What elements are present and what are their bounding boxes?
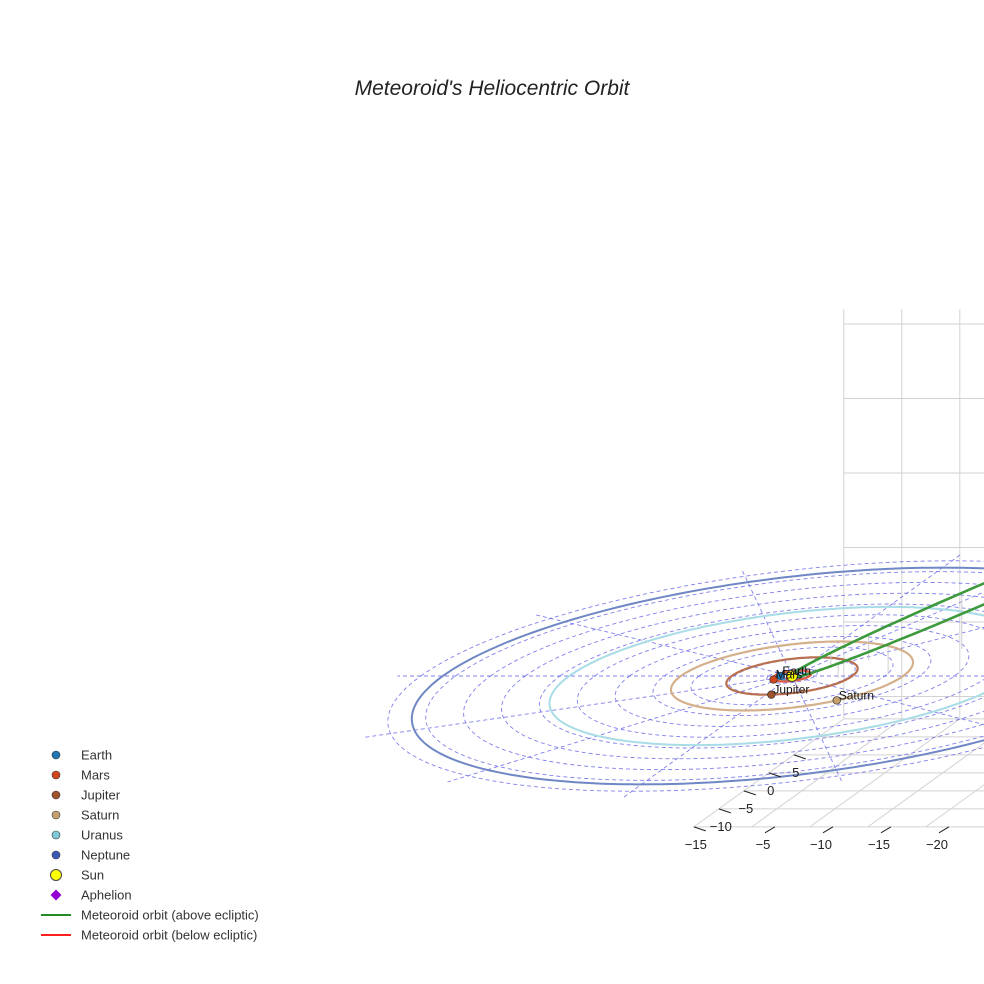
- y-tick-label: −10: [710, 819, 732, 834]
- y-tick-label: 0: [767, 783, 774, 798]
- x-tick-mark: [764, 826, 776, 834]
- y-tick-mark: [693, 826, 706, 832]
- y-tick-label: −15: [685, 837, 707, 852]
- legend-marker: [51, 810, 61, 820]
- legend-label: Saturn: [81, 808, 119, 823]
- ecliptic-spoke: [365, 675, 793, 738]
- neptune-orbit: [410, 566, 984, 786]
- legend-label: Aphelion: [81, 888, 132, 903]
- y-tick-mark: [793, 754, 806, 760]
- x-tick-label: −10: [810, 837, 832, 852]
- legend-marker: [51, 850, 61, 860]
- chart-title: Meteoroid's Heliocentric Orbit: [355, 77, 631, 100]
- legend-marker: [50, 889, 62, 901]
- jupiter-orbit: [725, 656, 859, 696]
- drop-lines: [830, 592, 963, 678]
- mars-label: Mars: [776, 668, 803, 682]
- legend-label: Earth: [81, 748, 112, 763]
- legend-label: Meteoroid orbit (below ecliptic): [81, 928, 257, 943]
- saturn-marker: [832, 696, 841, 705]
- tick-labels: 151050−5−25−20−15−10−5−15−10−505: [685, 754, 984, 852]
- legend: Earth Mars Jupiter Saturn Uranus Neptune Sun Ap…: [41, 748, 259, 943]
- y-tick-mark: [768, 772, 781, 778]
- ecliptic-circle: [538, 603, 984, 749]
- saturn-orbit: [669, 640, 915, 712]
- ecliptic-spoke: [535, 614, 793, 677]
- legend-label: Jupiter: [81, 788, 121, 803]
- legend-marker: [51, 750, 61, 760]
- legend-label: Neptune: [81, 848, 130, 863]
- legend-label: Meteoroid orbit (above ecliptic): [81, 908, 259, 923]
- sun-marker: [786, 670, 798, 682]
- axes-grid: [693, 309, 984, 828]
- legend-marker: [50, 869, 62, 881]
- legend-marker: [51, 790, 61, 800]
- x-tick-mark: [880, 826, 892, 834]
- legend-label: Sun: [81, 868, 104, 883]
- y-tick-mark: [743, 790, 756, 796]
- x-tick-mark: [822, 826, 834, 834]
- legend-marker: [51, 770, 61, 780]
- legend-label: Uranus: [81, 828, 123, 843]
- uranus-orbit: [548, 605, 984, 747]
- y-tick-label: 5: [792, 765, 799, 780]
- jupiter-marker: [767, 690, 776, 699]
- earth-marker: [776, 671, 785, 681]
- ecliptic-spoke: [791, 675, 843, 783]
- x-tick-label: −5: [756, 837, 771, 852]
- legend-marker: [51, 830, 61, 840]
- legend-label: Mars: [81, 768, 110, 783]
- x-tick-label: −20: [926, 837, 948, 852]
- x-tick-mark: [938, 826, 950, 834]
- jupiter-label: Jupiter: [773, 683, 809, 697]
- mars-marker: [769, 675, 778, 684]
- ecliptic-spoke: [741, 569, 793, 677]
- y-tick-label: −5: [738, 801, 753, 816]
- y-tick-mark: [718, 808, 731, 814]
- saturn-label: Saturn: [839, 688, 874, 702]
- earth-label: Earth: [782, 664, 811, 678]
- x-tick-label: −15: [868, 837, 890, 852]
